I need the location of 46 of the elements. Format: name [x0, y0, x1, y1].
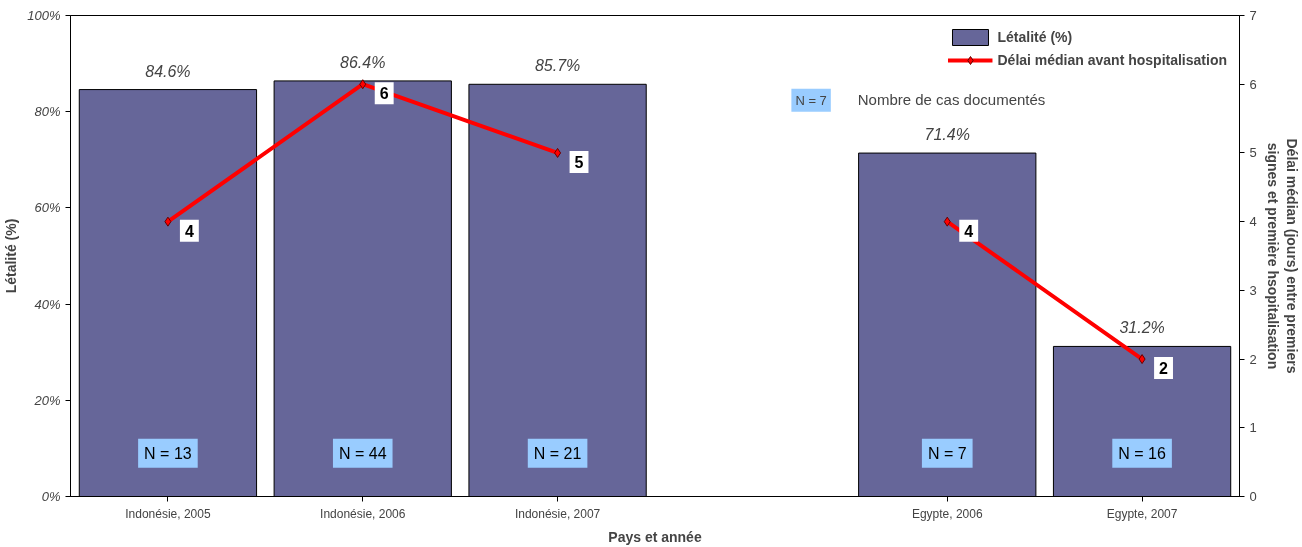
y2-tick-label: 0 — [1249, 489, 1257, 504]
data-label: 4 — [184, 222, 194, 240]
annotation: N = 7 — [927, 444, 967, 462]
point — [164, 216, 172, 227]
annotation: N = 13 — [144, 444, 192, 462]
point — [554, 147, 562, 158]
y2-axis-title: Délai médian (jours) entre premiers signes et première hsopitalisation — [1264, 138, 1300, 374]
data-label: 86.4% — [340, 53, 386, 71]
y-tick-label: 40% — [34, 296, 61, 312]
data-label: 85.7% — [534, 57, 581, 75]
annotation: N = 21 — [533, 444, 582, 462]
point — [1138, 354, 1146, 365]
y2-tick-label: 5 — [1249, 145, 1257, 161]
data-label: 84.6% — [145, 62, 191, 80]
y2-tick-label: 6 — [1249, 76, 1257, 92]
annotation: N = 44 — [338, 444, 387, 462]
y-tick-label: 20% — [33, 392, 61, 408]
x-tick-label: Indonésie, 2006 — [320, 506, 406, 521]
annotation: N = 7 — [795, 92, 827, 108]
legend-label: Létalité (%) — [997, 29, 1073, 45]
y2-tick-label: 4 — [1249, 214, 1257, 230]
y-tick-label: 100% — [27, 8, 61, 23]
x-axis-title: Pays et année — [608, 528, 702, 545]
y2-tick-label: 3 — [1249, 282, 1257, 298]
y-tick-label: 0% — [41, 489, 61, 504]
y-axis-title: Létalité (%) — [3, 218, 20, 294]
x-tick-label: Egypte, 2006 — [911, 506, 983, 521]
x-tick-label: Indonésie, 2007 — [514, 506, 601, 521]
data-label: 31.2% — [1119, 319, 1165, 337]
data-label: 2 — [1159, 360, 1169, 378]
point — [359, 79, 367, 90]
y2-tick-label: 2 — [1249, 351, 1257, 367]
annotation: N = 16 — [1118, 444, 1166, 462]
legend-label: Délai médian avant hospitalisation — [997, 52, 1227, 68]
x-tick-label: Indonésie, 2005 — [125, 506, 211, 521]
point — [943, 216, 951, 227]
y2-tick-label: 7 — [1249, 8, 1257, 23]
data-label: 5 — [574, 153, 584, 171]
annotation: Nombre de cas documentés — [857, 90, 1046, 108]
data-label: 6 — [379, 85, 389, 103]
data-label: 71.4% — [924, 126, 970, 144]
y-tick-label: 60% — [34, 200, 61, 216]
data-label: 4 — [964, 222, 974, 240]
y2-tick-label: 1 — [1249, 420, 1257, 436]
x-tick-label: Egypte, 2007 — [1106, 506, 1178, 521]
y-tick-label: 80% — [34, 104, 61, 120]
